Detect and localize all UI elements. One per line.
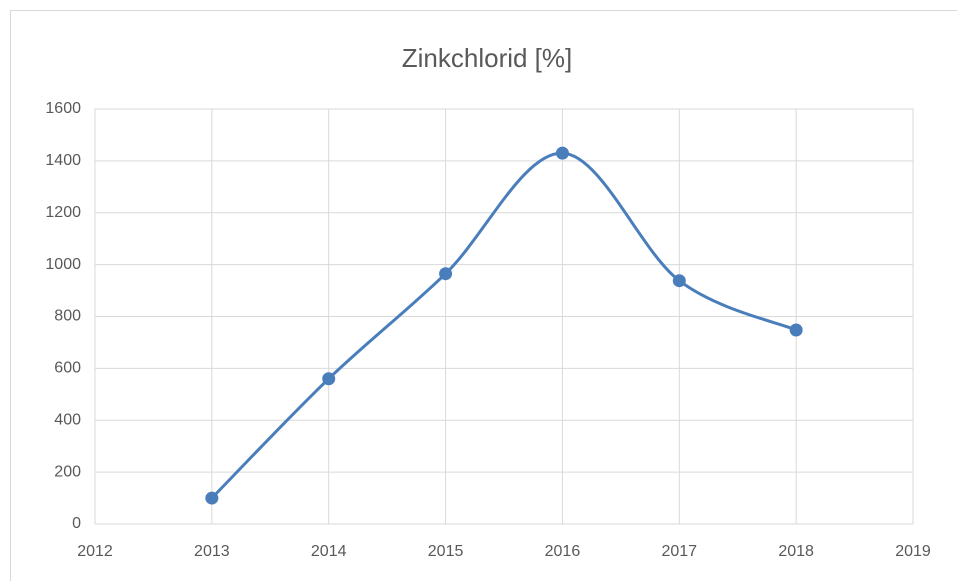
y-tick-label: 1200 [45,204,81,221]
y-tick-label: 400 [54,411,81,428]
y-tick-label: 600 [54,360,81,377]
x-tick-label: 2013 [194,543,230,560]
x-tick-label: 2012 [77,543,113,560]
data-point [205,492,218,505]
x-tick-label: 2017 [661,543,697,560]
chart-border [11,11,957,582]
data-point [556,147,569,160]
data-point [790,323,803,336]
chart-title: Zinkchlorid [%] [402,43,573,73]
y-tick-label: 1400 [45,152,81,169]
y-tick-label: 0 [72,515,81,532]
data-point [322,372,335,385]
x-tick-label: 2015 [428,543,464,560]
y-tick-label: 1600 [45,100,81,117]
x-tick-label: 2019 [895,543,931,560]
data-point [673,274,686,287]
data-point [439,267,452,280]
x-tick-label: 2014 [311,543,347,560]
x-tick-label: 2018 [778,543,814,560]
y-tick-label: 800 [54,308,81,325]
x-tick-label: 2016 [545,543,581,560]
y-tick-label: 1000 [45,256,81,273]
y-tick-label: 200 [54,463,81,480]
